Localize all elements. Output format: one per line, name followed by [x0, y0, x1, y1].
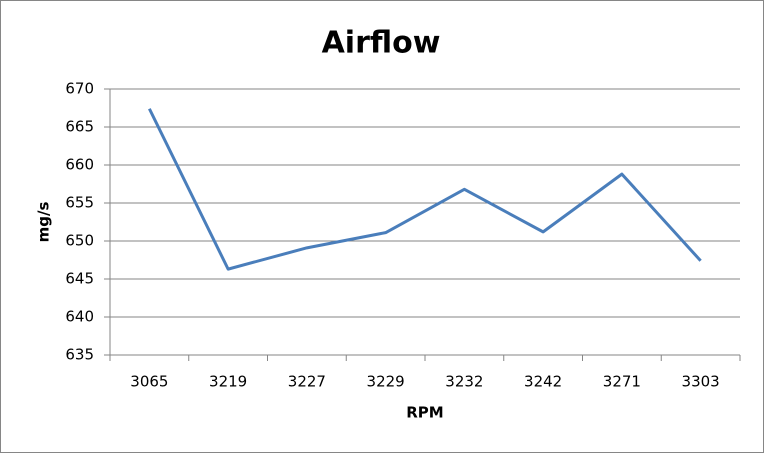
y-tick-label: 655 [65, 194, 94, 212]
x-tick-label: 3242 [524, 373, 562, 391]
y-tick-label: 640 [65, 308, 94, 326]
y-tick-label: 650 [65, 232, 94, 250]
chart-title: Airflow [322, 26, 441, 61]
y-tick-label: 645 [65, 270, 94, 288]
y-axis-label: mg/s [35, 202, 53, 243]
x-tick-label: 3303 [682, 373, 720, 391]
x-tick-label: 3227 [288, 373, 326, 391]
x-tick-label: 3219 [209, 373, 247, 391]
data-line [148, 108, 702, 271]
y-tick-label: 660 [65, 156, 94, 174]
x-tick-label: 3229 [367, 373, 405, 391]
x-axis-label: RPM [406, 404, 443, 422]
y-tick-label: 670 [65, 80, 94, 98]
y-tick-label: 635 [65, 346, 94, 364]
x-tick-label: 3065 [130, 373, 168, 391]
y-tick-label: 665 [65, 118, 94, 136]
x-tick-label: 3232 [445, 373, 483, 391]
x-tick-label: 3271 [603, 373, 641, 391]
